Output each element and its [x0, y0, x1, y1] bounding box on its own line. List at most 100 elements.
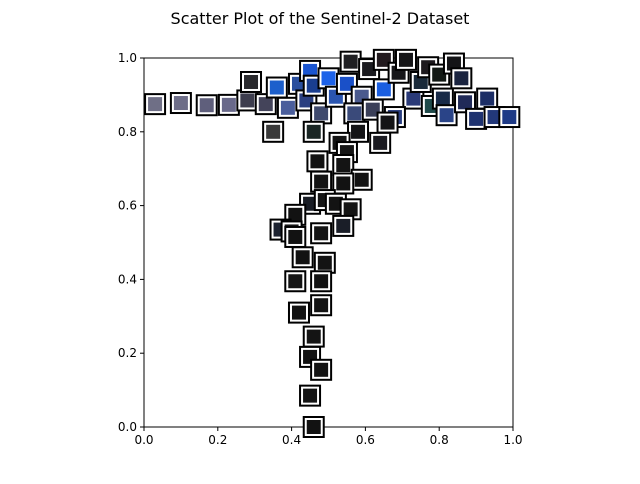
point-thumbnail — [280, 100, 295, 115]
data-point — [372, 78, 395, 101]
point-thumbnail — [336, 176, 351, 191]
point-thumbnail — [343, 202, 358, 217]
data-point — [347, 120, 370, 143]
point-thumbnail — [343, 54, 358, 69]
data-point — [265, 76, 288, 99]
point-thumbnail — [398, 52, 413, 67]
data-point — [332, 172, 355, 195]
data-point — [350, 85, 373, 108]
y-tick-label: 0.0 — [118, 420, 137, 434]
point-thumbnail — [365, 102, 380, 117]
data-point — [217, 93, 240, 116]
data-point — [240, 70, 263, 93]
point-thumbnail — [413, 74, 428, 89]
x-tick-label: 0.8 — [430, 433, 449, 447]
plot-area-frame — [143, 57, 514, 428]
data-point — [195, 94, 218, 117]
point-thumbnail — [314, 298, 329, 313]
point-thumbnail — [314, 274, 329, 289]
point-thumbnail — [306, 78, 321, 93]
point-thumbnail — [351, 124, 366, 139]
point-thumbnail — [314, 362, 329, 377]
data-point — [287, 301, 310, 324]
y-tick-label: 0.4 — [118, 272, 137, 286]
x-tick-label: 1.0 — [503, 433, 522, 447]
point-thumbnail — [317, 255, 332, 270]
point-thumbnail — [258, 97, 273, 112]
point-thumbnail — [240, 93, 255, 108]
data-point — [339, 50, 362, 73]
point-thumbnail — [266, 124, 281, 139]
data-point — [284, 225, 307, 248]
data-point — [302, 416, 325, 438]
data-point — [169, 92, 192, 115]
point-thumbnail — [373, 135, 388, 150]
x-tick-label: 0.4 — [282, 433, 301, 447]
point-thumbnail — [362, 62, 377, 77]
x-tick-label: 0.2 — [208, 433, 227, 447]
point-thumbnail — [303, 196, 318, 211]
data-point — [313, 251, 336, 274]
point-thumbnail — [446, 56, 461, 71]
data-point — [498, 106, 521, 129]
data-point — [236, 89, 259, 112]
point-thumbnail — [173, 96, 188, 111]
data-point — [302, 74, 325, 97]
x-tick-label: 0.0 — [134, 433, 153, 447]
data-point — [310, 358, 333, 381]
data-point — [339, 198, 362, 221]
point-thumbnail — [306, 329, 321, 344]
point-thumbnail — [306, 420, 321, 434]
point-thumbnail — [480, 91, 495, 106]
point-thumbnail — [376, 52, 391, 67]
point-thumbnail — [303, 63, 318, 78]
data-point — [343, 102, 366, 125]
y-tick-label: 0.6 — [118, 199, 137, 213]
point-thumbnail — [458, 95, 473, 110]
point-thumbnail — [314, 226, 329, 241]
point-thumbnail — [288, 274, 303, 289]
chart-title: Scatter Plot of the Sentinel-2 Dataset — [171, 9, 470, 28]
point-thumbnail — [291, 305, 306, 320]
y-tick-label: 0.2 — [118, 346, 137, 360]
point-thumbnail — [469, 111, 484, 126]
data-point — [450, 67, 473, 90]
point-thumbnail — [339, 76, 354, 91]
data-point — [299, 384, 322, 407]
point-thumbnail — [328, 196, 343, 211]
point-thumbnail — [347, 106, 362, 121]
data-point — [454, 91, 477, 114]
points-layer — [144, 48, 521, 438]
point-thumbnail — [454, 71, 469, 86]
point-thumbnail — [435, 91, 450, 106]
data-point — [435, 104, 458, 127]
point-thumbnail — [439, 108, 454, 123]
point-thumbnail — [288, 229, 303, 244]
data-point — [465, 107, 488, 130]
data-point — [302, 120, 325, 143]
point-thumbnail — [336, 158, 351, 173]
data-point — [276, 96, 299, 119]
point-thumbnail — [303, 388, 318, 403]
point-thumbnail — [487, 110, 502, 125]
data-point — [431, 87, 454, 110]
data-point — [306, 150, 329, 173]
point-thumbnail — [148, 97, 163, 112]
y-tick-label: 0.8 — [118, 125, 137, 139]
point-thumbnail — [321, 71, 336, 86]
point-thumbnail — [380, 115, 395, 130]
data-point — [310, 270, 333, 293]
data-point — [376, 111, 399, 134]
data-point — [394, 48, 417, 71]
x-tick-label: 0.6 — [356, 433, 375, 447]
point-thumbnail — [354, 172, 369, 187]
data-point — [144, 93, 167, 116]
y-tick-label: 1.0 — [118, 51, 137, 65]
point-thumbnail — [288, 207, 303, 222]
y-axis-ticks: 0.0 0.2 0.4 0.6 0.8 1.0 — [118, 51, 144, 434]
point-thumbnail — [314, 174, 329, 189]
point-thumbnail — [269, 80, 284, 95]
point-thumbnail — [376, 82, 391, 97]
